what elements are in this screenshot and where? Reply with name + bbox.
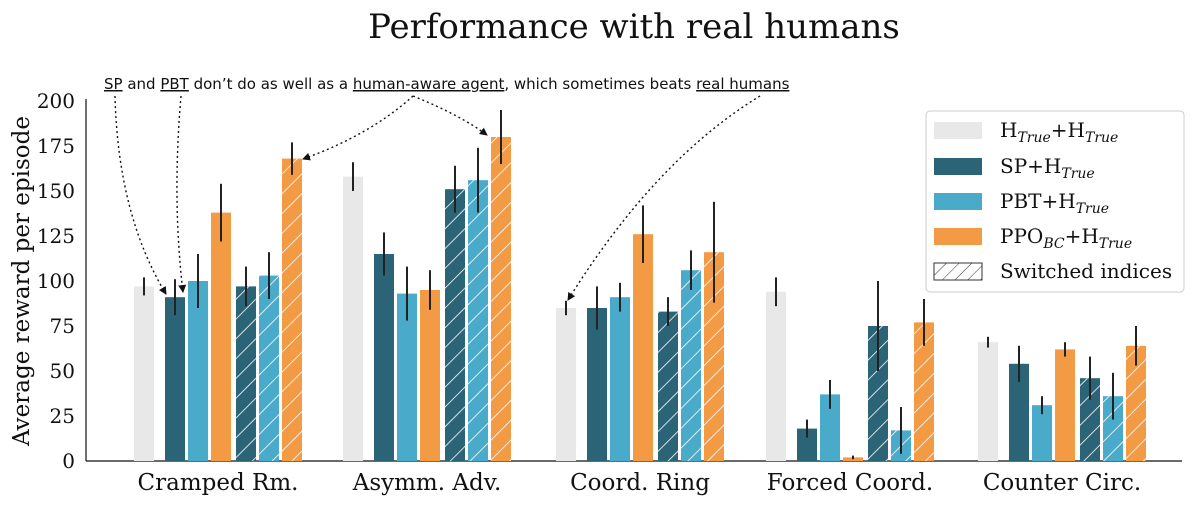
bar xyxy=(766,291,786,461)
bar-hatch xyxy=(491,137,511,461)
y-tick-label: 0 xyxy=(62,449,75,473)
annotation-arrow xyxy=(176,95,187,293)
y-tick-label: 50 xyxy=(50,359,75,383)
bar xyxy=(1055,349,1075,461)
bar xyxy=(1032,405,1052,461)
x-tick-label: Counter Circ. xyxy=(983,470,1141,496)
annotation-underlined: real humans xyxy=(696,75,790,93)
annotation-arrow xyxy=(567,95,761,301)
annotation-underlined: human-aware agent xyxy=(353,75,505,93)
y-tick-label: 75 xyxy=(50,314,75,338)
annotation-underlined: PBT xyxy=(160,75,189,93)
annotation-span: and xyxy=(123,75,161,93)
y-tick-label: 100 xyxy=(37,269,75,293)
x-tick-label: Asymm. Adv. xyxy=(352,470,502,496)
legend-swatch-hatch xyxy=(934,263,982,280)
annotation-underlined: SP xyxy=(104,75,123,93)
bar-hatch xyxy=(704,252,724,461)
x-tick-label: Coord. Ring xyxy=(570,470,710,496)
bar xyxy=(587,308,607,461)
legend-label: HTrue+HTrue xyxy=(1000,118,1118,146)
legend-swatch xyxy=(934,122,982,139)
bar xyxy=(374,254,394,461)
legend-swatch xyxy=(934,158,982,175)
bar xyxy=(397,293,417,461)
legend-swatch xyxy=(934,193,982,210)
legend-swatch xyxy=(934,228,982,245)
bar-hatch xyxy=(1103,396,1123,461)
bar xyxy=(211,212,231,461)
y-tick-label: 125 xyxy=(37,224,75,248)
chart-title: Performance with real humans xyxy=(368,7,900,47)
x-tick-label: Forced Coord. xyxy=(767,470,933,496)
bar-hatch xyxy=(259,275,279,461)
x-tick-label: Cramped Rm. xyxy=(138,470,299,496)
legend: HTrue+HTrue SP+HTrue PBT+HTrue PPOBC+HTrue S… xyxy=(925,110,1185,293)
bar-hatch xyxy=(445,189,465,461)
annotation-arrow xyxy=(114,95,167,295)
legend-box xyxy=(925,110,1185,293)
bar-hatch xyxy=(681,270,701,461)
legend-label: Switched indices xyxy=(1000,259,1172,283)
bar-hatch xyxy=(236,286,256,461)
annotation-span: don’t do as well as a xyxy=(189,75,353,93)
legend-label: SP+HTrue xyxy=(1000,154,1095,182)
bar xyxy=(556,308,576,461)
bar-hatch xyxy=(282,158,302,461)
bar xyxy=(188,281,208,461)
bar xyxy=(1009,363,1029,461)
y-tick-label: 175 xyxy=(37,134,75,158)
legend-label: PBT+HTrue xyxy=(1000,189,1109,217)
y-tick-label: 150 xyxy=(37,179,75,203)
bar xyxy=(134,286,154,461)
y-tick-label: 25 xyxy=(50,404,75,428)
bar xyxy=(165,297,185,461)
bar-hatch xyxy=(468,180,488,461)
bar xyxy=(820,394,840,461)
annotation-text: SP and PBT don’t do as well as a human-a… xyxy=(104,75,790,93)
annotation-span: , which sometimes beats xyxy=(504,75,696,93)
y-axis-label: Average reward per episode xyxy=(9,116,35,447)
bar-hatch xyxy=(1126,345,1146,461)
y-tick-label: 200 xyxy=(37,89,75,113)
bar xyxy=(633,234,653,461)
annotation-arrow xyxy=(412,95,488,136)
bar xyxy=(420,290,440,461)
bar-hatch xyxy=(914,322,934,461)
bar xyxy=(610,297,630,461)
bars: Cramped Rm. Asymm. Adv. Coord. Ring Forced … xyxy=(134,110,1146,496)
legend-label: PPOBC+HTrue xyxy=(1000,224,1132,252)
bar xyxy=(797,428,817,461)
annotation: SP and PBT don’t do as well as a human-a… xyxy=(104,75,790,301)
annotation-arrow xyxy=(302,95,414,161)
bar xyxy=(343,176,363,461)
bar-hatch xyxy=(658,311,678,461)
bar-hatch xyxy=(868,326,888,461)
axes: 0 25 50 75 100 125 150 175 200 xyxy=(37,89,1182,473)
bar xyxy=(978,342,998,461)
bar-hatch xyxy=(1080,378,1100,461)
